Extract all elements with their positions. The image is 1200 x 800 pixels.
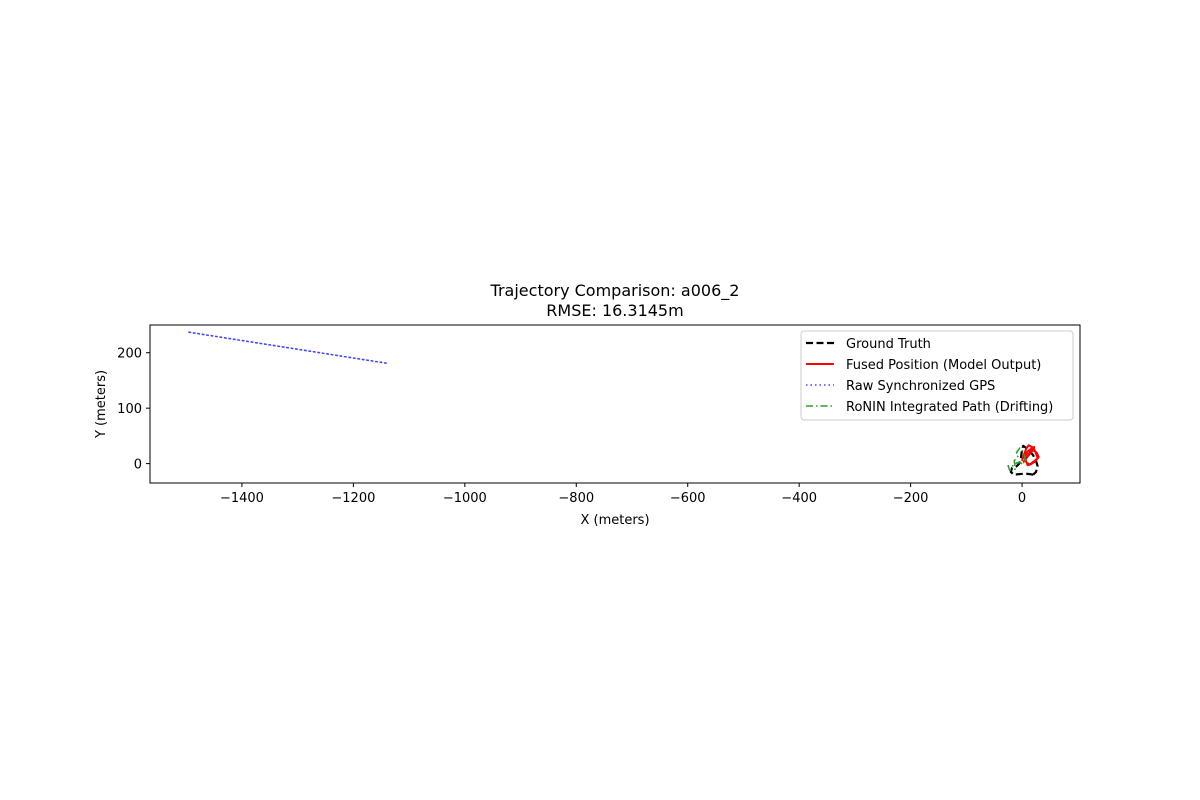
x-tick-label: −600 xyxy=(670,491,706,506)
x-tick-label: −200 xyxy=(893,491,929,506)
x-tick-label: −800 xyxy=(558,491,594,506)
series-line-2 xyxy=(188,331,388,365)
y-axis: 0 100 200 xyxy=(117,347,150,473)
plot-frame xyxy=(149,324,1081,484)
x-tick-label: −1000 xyxy=(443,491,487,506)
x-axis-label: X (meters) xyxy=(580,513,649,528)
legend-frame xyxy=(800,330,1074,421)
legend-label-0: Ground Truth xyxy=(846,337,931,352)
series-line-1 xyxy=(1021,444,1040,467)
legend-label-1: Fused Position (Model Output) xyxy=(846,358,1041,373)
series-line-3 xyxy=(1007,447,1027,472)
x-tick-label: −400 xyxy=(781,491,817,506)
chart-title: Trajectory Comparison: a006_2 xyxy=(490,281,740,301)
legend-label-3: RoNIN Integrated Path (Drifting) xyxy=(846,400,1053,415)
x-axis: −1400 −1200 −1000 −800 −600 −400 −200 0 xyxy=(220,483,1026,506)
y-axis-label: Y (meters) xyxy=(94,370,109,439)
y-tick-label: 0 xyxy=(134,458,142,473)
legend: Ground Truth Fused Position (Model Output… xyxy=(800,330,1074,421)
x-tick-label: 0 xyxy=(1018,491,1026,506)
chart-subtitle: RMSE: 16.3145m xyxy=(546,301,683,320)
series-layer xyxy=(188,331,1040,476)
x-tick-label: −1200 xyxy=(331,491,375,506)
y-tick-label: 200 xyxy=(117,347,142,362)
y-tick-label: 100 xyxy=(117,402,142,417)
x-tick-label: −1400 xyxy=(220,491,264,506)
legend-label-2: Raw Synchronized GPS xyxy=(846,379,995,394)
